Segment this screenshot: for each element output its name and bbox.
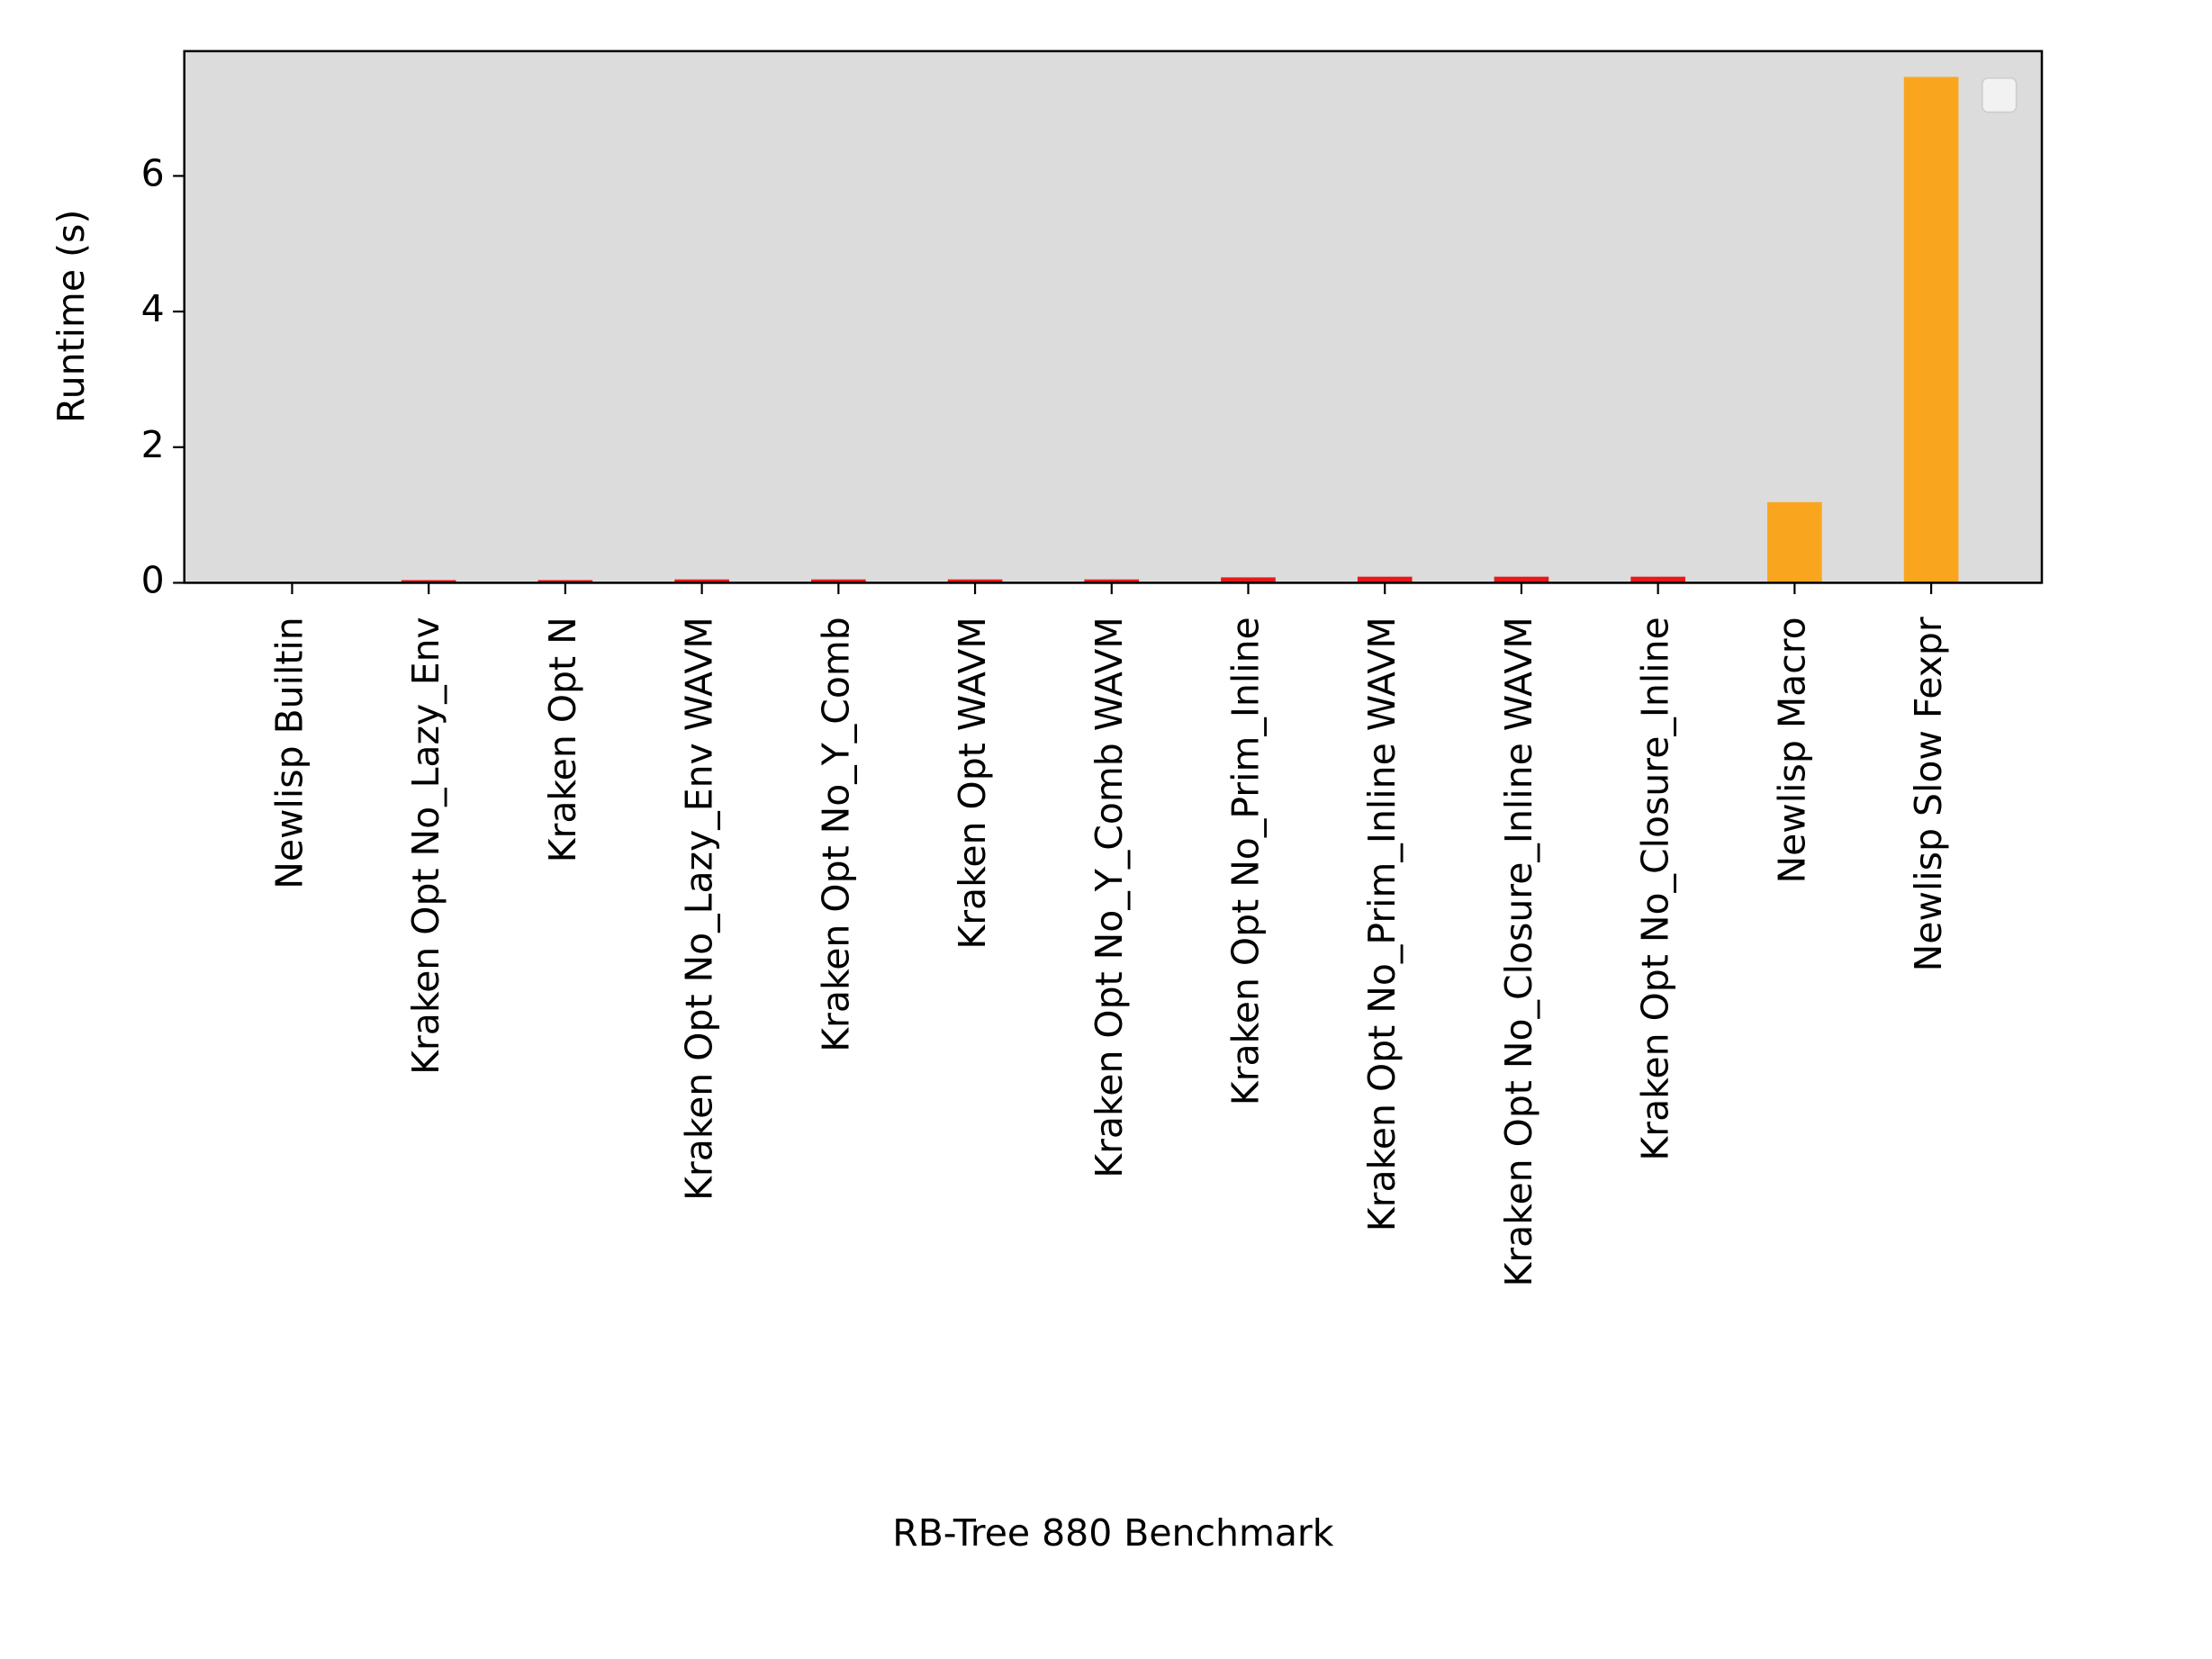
x-tick-label: Kraken Opt No_Lazy_Env WAVM xyxy=(678,617,721,1201)
x-tick-label: Kraken Opt No_Prim_Inline WAVM xyxy=(1360,617,1404,1231)
bar xyxy=(1357,576,1413,583)
x-tick-label: Kraken Opt WAVM xyxy=(951,617,994,949)
bar xyxy=(1221,577,1276,583)
x-tick-label: Newlisp Macro xyxy=(1770,617,1813,883)
x-tick-label: Kraken Opt N xyxy=(541,617,584,862)
bar xyxy=(1084,579,1140,583)
y-tick-label: 0 xyxy=(141,558,165,601)
y-axis-label: Runtime (s) xyxy=(50,210,93,423)
bar xyxy=(1630,576,1685,583)
plot-frame xyxy=(183,50,2044,584)
bar xyxy=(1767,501,1822,583)
x-tick-label: Kraken Opt No_Closure_Inline xyxy=(1634,617,1677,1160)
bar xyxy=(1903,77,1959,583)
x-tick-label: Kraken Opt No_Y_Comb xyxy=(814,617,857,1052)
x-axis-label: RB-Tree 880 Benchmark xyxy=(892,1511,1333,1555)
bar xyxy=(947,579,1003,583)
bar xyxy=(674,579,729,583)
bar xyxy=(811,579,866,583)
bar xyxy=(537,580,593,583)
x-tick-label: Newlisp Builtin xyxy=(267,617,311,889)
x-tick-label: Kraken Opt No_Lazy_Env xyxy=(404,617,447,1075)
bar xyxy=(401,580,456,583)
x-tick-label: Kraken Opt No_Prim_Inline xyxy=(1223,617,1267,1105)
legend xyxy=(1982,77,2018,113)
y-tick-label: 4 xyxy=(141,287,165,330)
x-tick-label: Newlisp Slow Fexpr xyxy=(1907,617,1950,971)
x-tick-label: Kraken Opt No_Y_Comb WAVM xyxy=(1088,617,1131,1178)
y-tick-label: 2 xyxy=(141,423,165,466)
x-tick-label: Kraken Opt No_Closure_Inline WAVM xyxy=(1497,617,1540,1286)
bar xyxy=(1494,576,1549,583)
y-tick-label: 6 xyxy=(141,151,165,194)
plot-area xyxy=(184,50,2042,583)
